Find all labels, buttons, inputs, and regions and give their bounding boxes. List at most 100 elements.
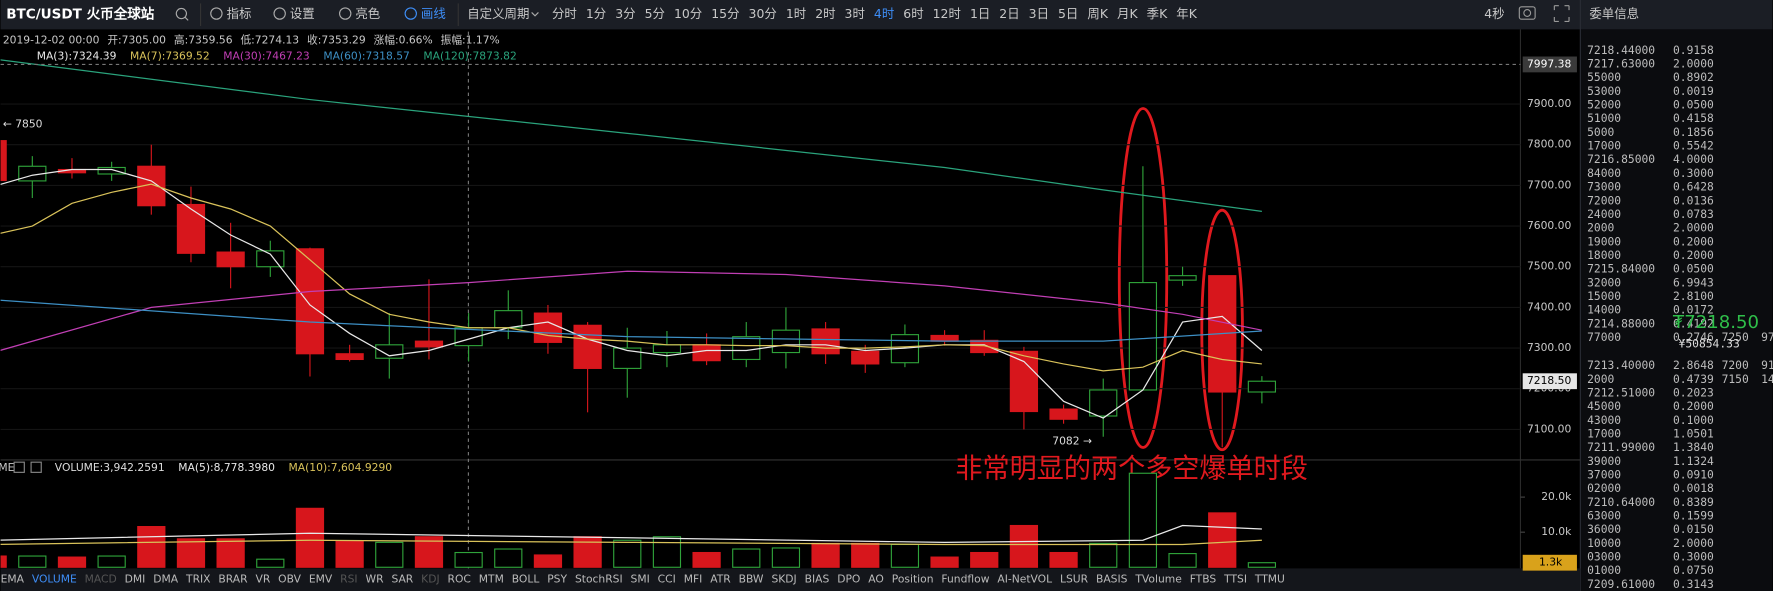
indicator-tab[interactable]: Position: [892, 573, 934, 586]
indicator-tab[interactable]: SAR: [391, 573, 413, 586]
period-button[interactable]: 1时: [786, 6, 806, 21]
indicator-tab[interactable]: EMV: [309, 573, 333, 586]
candle-body: [851, 350, 880, 365]
period-button[interactable]: 2日: [999, 6, 1019, 21]
indicator-tab[interactable]: RSI: [340, 573, 357, 586]
volume-bar: [97, 555, 126, 568]
indicator-tab[interactable]: TTMU: [1254, 573, 1285, 586]
volume-bar: [970, 551, 999, 568]
indicator-tab[interactable]: BASIS: [1096, 573, 1128, 586]
order-book-cell: 52000: [1587, 99, 1621, 112]
candle-body: [1049, 408, 1078, 420]
indicator-tab[interactable]: WR: [365, 573, 384, 586]
indicator-tab[interactable]: SMI: [631, 573, 650, 586]
order-book-cell: 32000: [1587, 276, 1621, 289]
indicator-tab[interactable]: BOLL: [512, 573, 540, 586]
indicator-tab[interactable]: BBW: [739, 573, 764, 586]
period-button[interactable]: 3日: [1029, 6, 1049, 21]
order-book-cell: 0.2000: [1673, 235, 1714, 248]
ohlc-info: 振幅:1.17%: [441, 34, 500, 47]
snapshot-icon[interactable]: [1518, 6, 1536, 20]
order-book-cell: 51000: [1587, 112, 1621, 125]
indicator-tab[interactable]: KDJ: [421, 573, 439, 586]
order-book-cell: 2.0000: [1673, 58, 1714, 71]
period-button[interactable]: 月K: [1117, 6, 1138, 21]
period-button[interactable]: 2时: [815, 6, 835, 21]
ohlc-info: 高:7359.56: [174, 34, 233, 47]
indicator-tab[interactable]: MTM: [479, 573, 504, 586]
order-book-cell: 2.8100: [1673, 290, 1714, 303]
period-button[interactable]: 3时: [845, 6, 865, 21]
crosshair-price: 7997.38: [1527, 57, 1572, 70]
pane-settings-icon[interactable]: [13, 461, 25, 473]
tool-button[interactable]: 亮色: [355, 6, 380, 21]
order-book-cell: 1.3840: [1673, 441, 1714, 454]
candle-body: [295, 248, 325, 355]
tool-button[interactable]: 画线: [421, 6, 446, 21]
indicator-tab[interactable]: CCI: [658, 573, 676, 586]
period-button[interactable]: 15分: [711, 6, 739, 21]
order-book-cell: 37000: [1587, 469, 1621, 482]
tool-button[interactable]: 设置: [290, 6, 315, 21]
indicator-tab[interactable]: TTSI: [1223, 573, 1247, 586]
indicator-tab[interactable]: OBV: [278, 573, 301, 586]
period-button[interactable]: 10分: [674, 6, 702, 21]
period-button[interactable]: 1分: [586, 6, 606, 21]
volume-bar: [1168, 553, 1197, 568]
period-button[interactable]: 1日: [970, 6, 990, 21]
indicator-tab[interactable]: TRIX: [185, 573, 211, 586]
period-button[interactable]: 分时: [552, 6, 577, 21]
y-tick-label: 7500.00: [1527, 260, 1572, 273]
indicator-tab[interactable]: DMI: [125, 573, 146, 586]
tool-icon: [339, 7, 352, 20]
order-book-cell: 0.0018: [1673, 482, 1714, 495]
indicator-tab[interactable]: AO: [868, 573, 884, 586]
period-button[interactable]: 3分: [615, 6, 635, 21]
candle-body: [1128, 282, 1158, 391]
custom-period[interactable]: 自定义周期: [467, 6, 529, 21]
indicator-tab[interactable]: SKDJ: [771, 573, 796, 586]
period-button[interactable]: 12时: [933, 6, 961, 21]
period-button[interactable]: 年K: [1176, 6, 1197, 21]
period-button[interactable]: 季K: [1147, 6, 1168, 21]
period-button[interactable]: 30分: [749, 6, 777, 21]
order-book-cell: 0.4192: [1673, 317, 1714, 330]
indicator-tab[interactable]: FTBS: [1190, 573, 1217, 586]
indicator-tab[interactable]: StochRSI: [575, 573, 623, 586]
period-button[interactable]: 6时: [903, 6, 923, 21]
order-book-cell: 73000: [1587, 181, 1621, 194]
snapshot-icon: [1523, 9, 1532, 17]
indicator-tab[interactable]: LSUR: [1060, 573, 1089, 586]
indicator-tab[interactable]: VR: [255, 573, 270, 586]
period-button[interactable]: 5日: [1058, 6, 1078, 21]
pane-close-icon[interactable]: [30, 461, 42, 473]
candle-body: [970, 339, 999, 354]
tool-button[interactable]: 指标: [227, 6, 252, 21]
search-icon[interactable]: [175, 7, 188, 20]
indicator-tab[interactable]: ROC: [448, 573, 471, 586]
volume-bar: [137, 526, 166, 568]
indicator-tab[interactable]: BIAS: [805, 573, 830, 586]
indicator-tab[interactable]: BRAR: [218, 573, 248, 586]
indicator-tab[interactable]: DMA: [153, 573, 179, 586]
symbol[interactable]: BTC/USDT 火币全球站: [6, 6, 155, 23]
order-book-cell: 7216.85000: [1587, 153, 1655, 166]
fullscreen-icon[interactable]: [1553, 5, 1570, 23]
order-book-cell: 0.2746: [1673, 331, 1714, 344]
indicator-tab[interactable]: ATR: [710, 573, 731, 586]
indicator-tab[interactable]: MFI: [684, 573, 703, 586]
indicator-tab[interactable]: MACD: [85, 573, 117, 586]
indicator-tab[interactable]: DPO: [837, 573, 860, 586]
period-button[interactable]: 4时: [874, 6, 894, 21]
period-button[interactable]: 周K: [1087, 6, 1108, 21]
indicator-tab[interactable]: VOLUME: [32, 573, 77, 586]
period-button[interactable]: 5分: [645, 6, 665, 21]
indicator-tab[interactable]: EMA: [1, 573, 25, 586]
indicator-tab[interactable]: AI-NetVOL: [997, 573, 1052, 586]
indicator-tab[interactable]: PSY: [547, 573, 567, 586]
refresh-interval[interactable]: 4秒: [1484, 6, 1504, 21]
order-book-cell: 0.9158: [1673, 44, 1714, 57]
indicator-tab[interactable]: TVolume: [1134, 573, 1182, 586]
indicator-tab[interactable]: Fundflow: [941, 573, 989, 586]
volume-bar: [573, 536, 602, 568]
